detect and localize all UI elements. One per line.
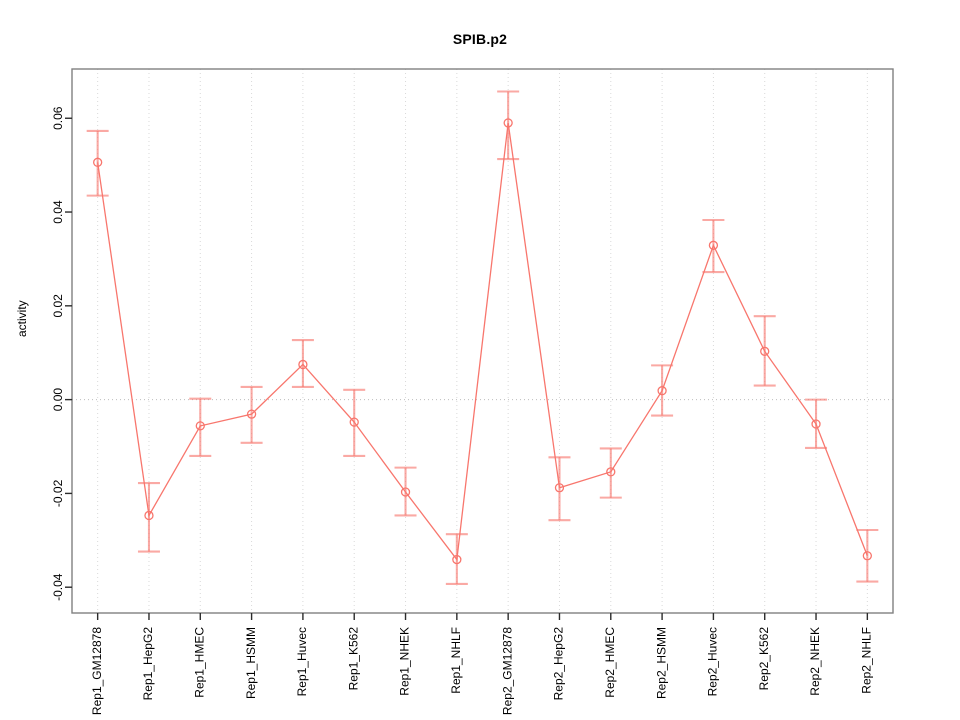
x-axis-tick-label: Rep2_HMEC <box>603 627 617 698</box>
data-point-marker <box>400 487 411 497</box>
x-axis-tick-label: Rep1_HSMM <box>244 627 258 699</box>
x-axis-tick-label: Rep2_Huvec <box>706 627 720 696</box>
x-axis-tick-label: Rep2_GM12878 <box>500 627 514 715</box>
data-point-marker <box>452 554 462 565</box>
data-point-marker <box>554 483 565 493</box>
y-axis-tick-label: 0.04 <box>51 200 65 224</box>
data-point-marker <box>811 419 821 429</box>
x-axis-tick-label: Rep2_HepG2 <box>552 627 566 701</box>
x-axis-tick-label: Rep1_NHLF <box>449 627 463 694</box>
y-axis-tick-label: 0.00 <box>51 388 65 412</box>
data-point-marker <box>862 551 872 561</box>
x-axis-tick-label: Rep2_NHLF <box>860 627 874 694</box>
x-axis-tick-label: Rep1_K562 <box>346 627 360 691</box>
data-point-marker <box>760 346 770 356</box>
y-axis-tick-label: 0.02 <box>51 294 65 318</box>
x-axis-tick-label: Rep2_NHEK <box>808 627 822 696</box>
data-point-marker <box>349 417 359 427</box>
x-axis-tick-label: Rep1_GM12878 <box>90 627 104 715</box>
data-point-marker <box>606 467 616 477</box>
series-line <box>97 122 868 562</box>
x-axis-tick-label: Rep1_Huvec <box>295 627 309 696</box>
x-axis-tick-label: Rep1_NHEK <box>398 627 412 696</box>
y-axis-tick-label: -0.04 <box>51 573 65 601</box>
plot-box-border <box>71 68 894 614</box>
data-point-marker <box>93 157 103 167</box>
data-point-marker <box>503 118 513 128</box>
y-axis-tick-label: -0.02 <box>51 479 65 507</box>
x-axis-tick-label: Rep2_K562 <box>757 627 771 691</box>
data-point-marker <box>195 421 205 431</box>
y-axis-tick-label: 0.06 <box>51 106 65 130</box>
data-point-marker <box>246 409 257 419</box>
data-point-marker <box>144 510 154 521</box>
x-axis-tick-label: Rep2_HSMM <box>654 627 668 699</box>
chart-title: SPIB.p2 <box>452 31 508 47</box>
x-axis-tick-label: Rep1_HepG2 <box>141 627 155 701</box>
data-point-marker <box>657 386 667 396</box>
x-axis-tick-label: Rep1_HMEC <box>192 627 206 698</box>
data-point-marker <box>298 359 308 370</box>
data-point-marker <box>708 240 719 250</box>
